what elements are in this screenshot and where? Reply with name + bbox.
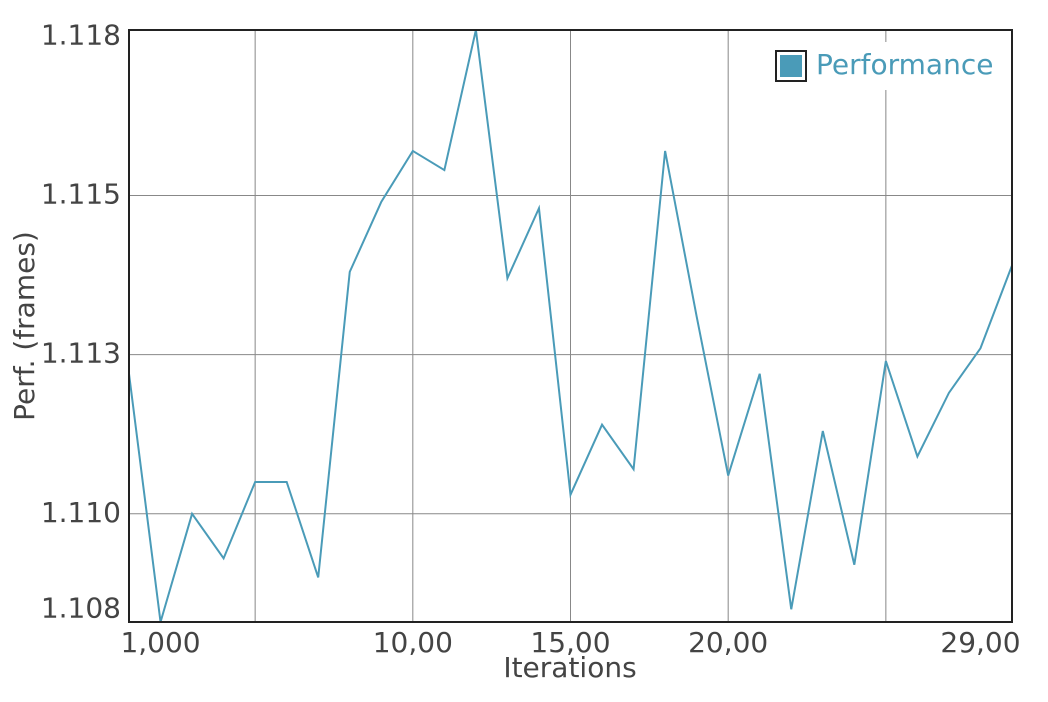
- legend-box: [772, 42, 998, 90]
- x-tick-label: 1,000: [120, 626, 200, 659]
- plot-border: [128, 29, 1013, 623]
- y-tick-label: 1.108: [41, 591, 121, 624]
- y-tick-label: 1.113: [41, 337, 121, 370]
- y-tick-label: 1.110: [41, 496, 121, 529]
- x-tick-label: 10,00: [373, 626, 453, 659]
- x-tick-label: 15,00: [530, 626, 610, 659]
- x-tick-label: 29,00: [940, 626, 1020, 659]
- x-axis-label: Iterations: [503, 651, 636, 684]
- y-axis-label: Perf. (frames): [8, 231, 41, 421]
- legend-label: Performance: [816, 48, 993, 81]
- y-tick-label: 1.115: [41, 178, 121, 211]
- x-tick-label: 20,00: [688, 626, 768, 659]
- legend-swatch: [780, 55, 802, 77]
- y-tick-label: 1.118: [41, 18, 121, 51]
- line: [128, 29, 1013, 623]
